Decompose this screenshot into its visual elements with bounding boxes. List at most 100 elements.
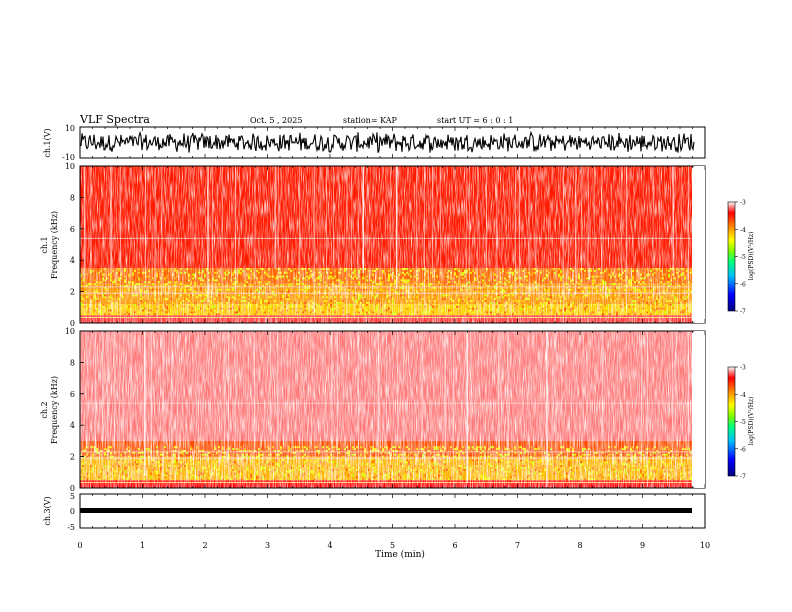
ch1-waveform-line: [80, 130, 695, 154]
sferic-streak: [192, 166, 194, 262]
sferic-streak: [386, 331, 387, 473]
sferic-streak: [120, 166, 121, 323]
sferic-streak: [593, 166, 595, 266]
station-label: station= KAP: [343, 116, 398, 125]
sferic-streak: [362, 166, 365, 274]
sferic-streak: [562, 166, 564, 316]
sferic-streak: [155, 166, 156, 298]
sferic-streak: [672, 166, 674, 268]
spec-ytick-label: 0: [70, 319, 75, 328]
sferic-streak: [86, 331, 88, 474]
sferic-streak: [601, 166, 603, 279]
sferic-streak: [171, 331, 173, 476]
sferic-streak: [351, 166, 352, 278]
spec-ytick-label: 10: [65, 162, 75, 171]
sferic-streak: [546, 331, 548, 488]
sferic-streak: [277, 166, 279, 287]
sferic-streak: [94, 331, 96, 461]
sferic-streak: [235, 166, 236, 292]
sferic-streak: [659, 166, 661, 319]
ch1-ylabel: ch.1(V): [43, 128, 52, 157]
sferic-streak: [90, 166, 92, 311]
sferic-streak: [681, 166, 682, 280]
sferic-streak: [277, 331, 279, 463]
sferic-streak: [83, 166, 86, 279]
spectrogram-cell: [692, 309, 694, 311]
ch3-ylabel: ch.3(V): [43, 496, 52, 525]
ch2-spec-ylabel-channel: ch.2: [40, 401, 49, 418]
sferic-streak: [528, 331, 530, 468]
no-data-gap: [694, 331, 705, 488]
sferic-streak: [274, 166, 277, 269]
ch1-spec-ylabel-freq: Frequency (kHz): [50, 211, 59, 279]
spec-ytick-label: 4: [70, 421, 75, 430]
spec-ytick-label: 6: [70, 225, 75, 234]
sferic-streak: [130, 331, 132, 446]
sferic-streak: [326, 166, 327, 274]
sferic-streak: [519, 166, 520, 287]
sferic-streak: [587, 331, 589, 462]
sferic-streak: [646, 331, 648, 487]
sferic-streak: [403, 331, 405, 464]
sferic-streak: [507, 331, 509, 468]
sferic-streak: [299, 166, 300, 293]
sferic-streak: [587, 166, 589, 284]
ch2-noise-overlay: [80, 331, 692, 488]
sferic-streak: [641, 331, 642, 463]
sferic-streak: [465, 166, 467, 289]
start-time-label: start UT = 6 : 0 : 1: [437, 116, 513, 125]
sferic-streak: [145, 166, 146, 282]
sferic-streak: [324, 331, 326, 464]
sferic-streak: [652, 166, 654, 301]
sferic-streak: [567, 166, 569, 297]
sferic-streak: [621, 166, 623, 273]
spec-ytick-label: 8: [70, 358, 75, 367]
sferic-streak: [555, 331, 557, 455]
spectrogram-cell: [692, 281, 694, 283]
ch1-ytick-top: 10: [65, 124, 75, 133]
sferic-streak: [254, 166, 256, 280]
sferic-streak: [357, 166, 359, 278]
ch2-spec-ylabel-freq: Frequency (kHz): [50, 376, 59, 444]
sferic-streak: [337, 331, 338, 463]
spectrogram-cell: [692, 476, 694, 478]
sferic-streak: [331, 331, 333, 482]
sferic-streak: [253, 331, 255, 483]
sferic-streak: [444, 331, 446, 450]
date-label: Oct. 5 , 2025: [250, 116, 302, 125]
spec-ytick-label: 6: [70, 390, 75, 399]
sferic-streak: [221, 166, 223, 318]
sferic-streak: [338, 166, 340, 288]
spectrogram-cell: [692, 270, 694, 272]
spectrogram-cell: [692, 306, 694, 308]
spectrogram-cell: [692, 461, 694, 463]
sferic-streak: [561, 331, 563, 429]
sferic-streak: [113, 331, 115, 461]
spec-ytick-label: 4: [70, 256, 75, 265]
spec-ytick-label: 10: [65, 327, 75, 336]
sferic-streak: [515, 166, 516, 299]
sferic-streak: [675, 331, 677, 474]
spectrogram-cell: [692, 291, 694, 293]
sferic-streak: [397, 331, 398, 447]
spectrogram-cell: [692, 300, 694, 302]
sferic-streak: [367, 166, 368, 265]
sferic-streak: [119, 331, 121, 467]
sferic-streak: [197, 331, 199, 442]
spectrogram-cell: [692, 448, 694, 450]
spec-ytick-label: 2: [70, 288, 75, 297]
ch3-ytick-top: 5: [70, 492, 75, 501]
ch1-noise-overlay: [80, 166, 692, 323]
time-axis: 0 1 2 3 4 5 6 7 8 9 10: [77, 127, 710, 550]
sferic-streak: [582, 331, 584, 438]
sferic-streak: [122, 331, 124, 438]
sferic-streak: [498, 331, 500, 448]
sferic-streak: [313, 166, 316, 317]
sferic-streak: [377, 331, 380, 483]
ch1-spec-ylabel-channel: ch.1: [40, 236, 49, 253]
sferic-streak: [110, 166, 112, 275]
sferic-streak: [601, 331, 604, 449]
sferic-streak: [424, 166, 425, 305]
sferic-streak: [575, 166, 577, 295]
